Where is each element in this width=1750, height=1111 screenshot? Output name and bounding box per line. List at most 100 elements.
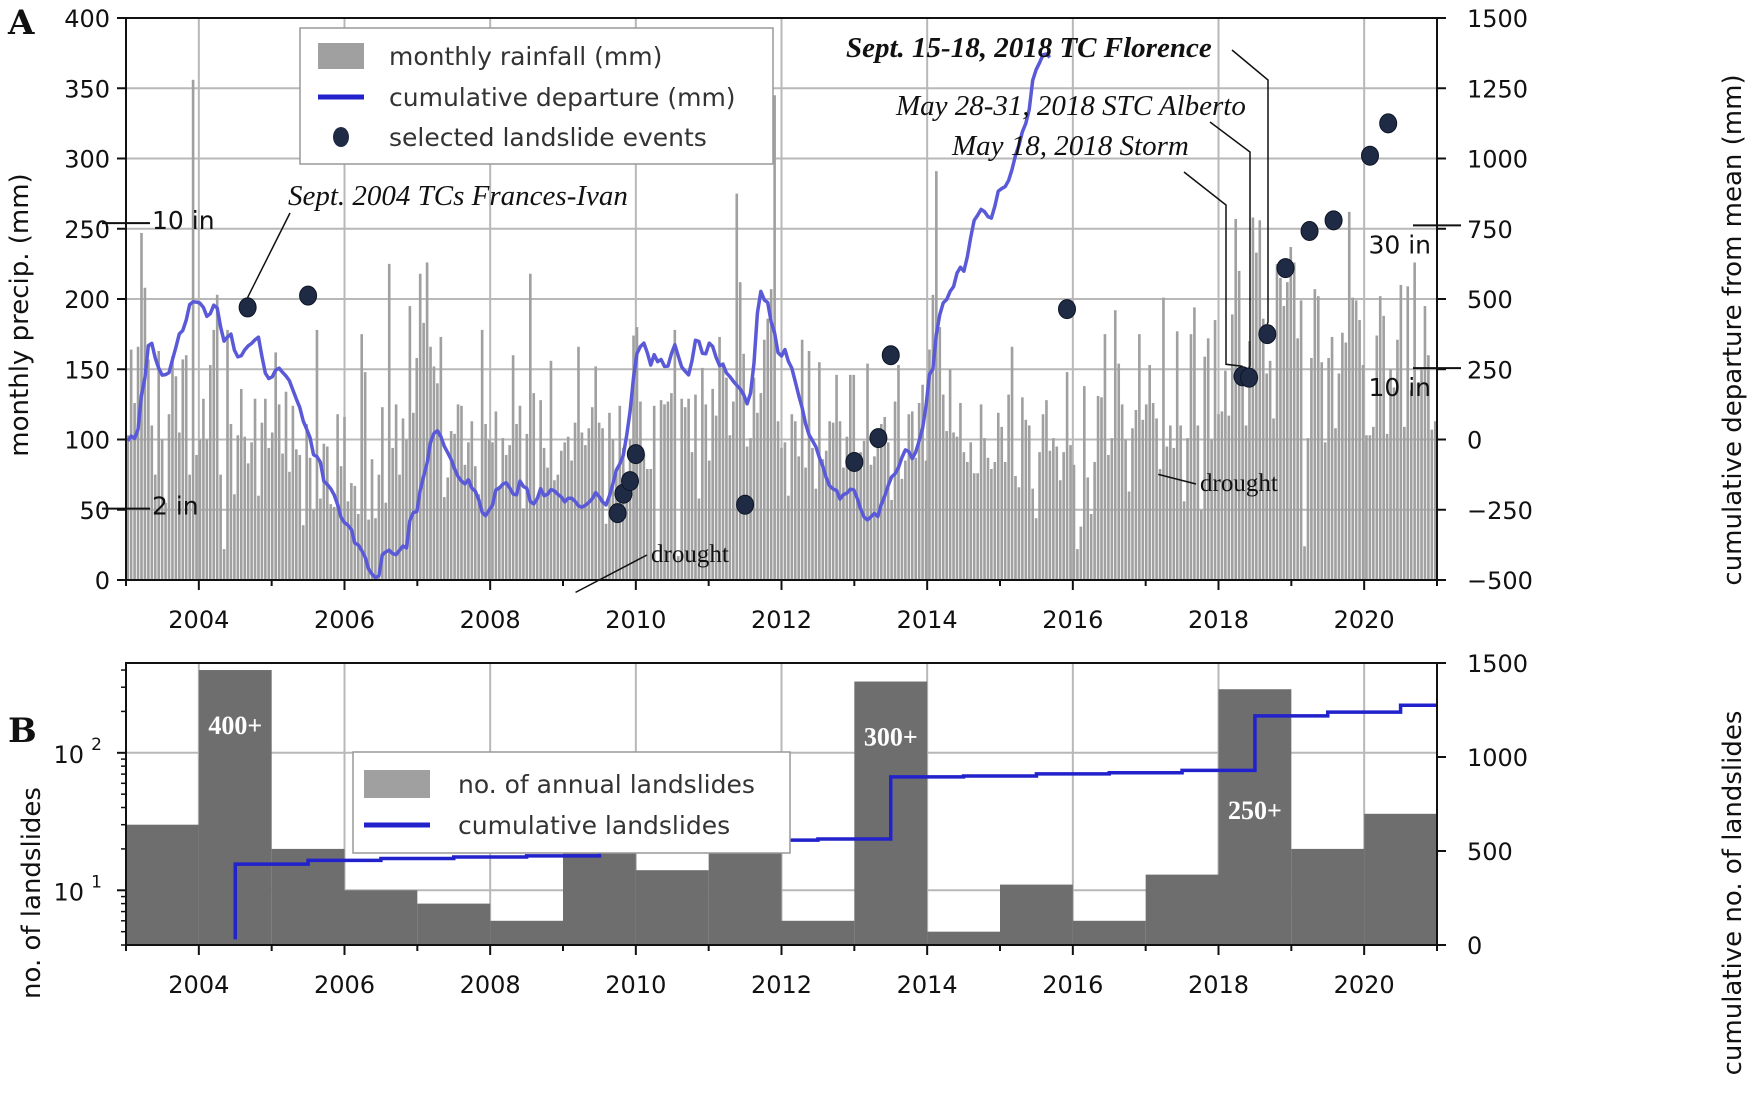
cumulative-departure-line — [126, 52, 1052, 580]
y-tick-label-left: 150 — [64, 356, 110, 384]
rainfall-bar — [253, 398, 257, 580]
rainfall-bar — [673, 329, 677, 580]
bar-value-label: 300+ — [864, 723, 918, 752]
rainfall-bar — [1255, 252, 1258, 580]
rainfall-bar — [1433, 421, 1437, 580]
landslide-event-dot — [626, 444, 645, 465]
rainfall-bar — [167, 414, 171, 580]
rainfall-bar — [319, 498, 322, 580]
rainfall-bar — [1289, 247, 1293, 580]
rainfall-bar — [439, 336, 443, 580]
rainfall-bar — [577, 346, 580, 580]
rainfall-bar — [996, 412, 1000, 580]
rainfall-bar — [1368, 435, 1372, 580]
rainfall-bar — [787, 495, 790, 580]
rainfall-bar — [508, 445, 511, 580]
rainfall-bar — [1196, 425, 1200, 580]
rainfall-bar — [243, 436, 247, 580]
rainfall-bar — [456, 404, 460, 581]
rainfall-bar — [604, 523, 608, 580]
rainfall-bar — [1427, 355, 1430, 580]
rainfall-bar — [714, 415, 718, 580]
landslide-event-dot — [299, 285, 318, 306]
rainfall-bar — [1182, 501, 1186, 580]
annual-landslide-bar — [490, 920, 563, 945]
rainfall-bar — [191, 79, 195, 580]
rainfall-bar — [1351, 297, 1355, 580]
rainfall-bar — [353, 485, 357, 580]
inch-label-left: 2 in — [152, 492, 199, 521]
x-tick-label: 2018 — [1188, 606, 1249, 634]
rainfall-bar — [628, 439, 632, 580]
annual-landslide-bar — [927, 931, 1000, 945]
x-tick-label: 2014 — [897, 971, 958, 999]
rainfall-bar — [762, 339, 766, 580]
rainfall-bar — [1021, 397, 1024, 580]
rainfall-bar — [756, 412, 759, 580]
rainfall-bar — [1052, 438, 1055, 580]
rainfall-bar — [367, 519, 370, 580]
rainfall-bar — [1265, 373, 1268, 580]
rainfall-bar — [1189, 334, 1193, 581]
rainfall-bar — [422, 322, 425, 580]
annual-landslide-bar — [1145, 874, 1219, 945]
rainfall-bar — [1199, 509, 1203, 580]
rainfall-bar — [449, 431, 453, 580]
rainfall-bar — [480, 329, 484, 580]
rainfall-bar — [646, 469, 649, 580]
rainfall-bar — [1103, 334, 1107, 581]
panel-a-chart: A Sept. 2004 TCs Frances-Ivan Sept. 15-18… — [5, 3, 1748, 634]
rainfall-bar — [491, 442, 494, 580]
rainfall-bar — [147, 359, 150, 580]
rainfall-bar — [1158, 469, 1162, 580]
rainfall-bar — [1416, 383, 1420, 580]
rainfall-bar — [329, 504, 333, 580]
annual-landslide-bar — [635, 870, 709, 945]
rainfall-bar — [322, 443, 326, 580]
rainfall-bar — [415, 358, 419, 580]
rainfall-bar — [886, 442, 890, 580]
legend-annual-swatch — [364, 770, 430, 798]
rainfall-bar — [1203, 356, 1207, 580]
annotation-label: May 18, 2018 Storm — [951, 130, 1189, 162]
rainfall-bar — [222, 549, 226, 580]
x-tick-label: 2012 — [751, 971, 812, 999]
rainfall-bar — [945, 431, 948, 580]
rainfall-bar — [1272, 418, 1275, 580]
rainfall-bar — [900, 478, 904, 580]
rainfall-bar — [1003, 461, 1007, 580]
rainfall-bar — [229, 424, 233, 580]
rainfall-bar — [642, 453, 646, 580]
x-tick-label: 2004 — [168, 971, 229, 999]
landslide-event-dot — [608, 503, 627, 524]
y-tick-label-right: 0 — [1467, 932, 1482, 960]
rainfall-bar — [136, 346, 140, 580]
rainfall-bar — [150, 425, 154, 580]
rainfall-bar — [295, 449, 298, 580]
landslide-event-dot — [1240, 367, 1259, 388]
panel-a-legend: monthly rainfall (mm) cumulative departu… — [299, 27, 774, 165]
rainfall-bar — [852, 374, 856, 580]
rainfall-bar — [1144, 404, 1148, 581]
rainfall-bar — [477, 494, 481, 580]
x-tick-label: 2018 — [1188, 971, 1249, 999]
rainfall-bar — [1110, 438, 1114, 580]
rainfall-bar — [649, 469, 653, 580]
rainfall-bar — [377, 474, 381, 581]
y-tick-label-right: 750 — [1467, 216, 1513, 244]
panel-b-left-y-label: no. of landslides — [17, 787, 47, 999]
rainfall-bar — [728, 435, 732, 580]
annotation-label: Sept. 15-18, 2018 TC Florence — [846, 32, 1212, 64]
rainfall-bar — [1299, 300, 1303, 580]
rainfall-bar — [343, 417, 346, 580]
rainfall-bar — [1093, 461, 1096, 580]
rainfall-bar — [160, 439, 164, 580]
rainfall-bar — [910, 411, 914, 580]
rainfall-bar — [1310, 358, 1313, 580]
y-tick-label-right: 1250 — [1467, 75, 1528, 103]
rainfall-bar — [921, 384, 924, 580]
rainfall-bar — [1206, 338, 1210, 580]
rainfall-bar — [590, 407, 594, 580]
rainfall-bar — [1227, 415, 1231, 580]
rainfall-bar — [986, 457, 990, 580]
